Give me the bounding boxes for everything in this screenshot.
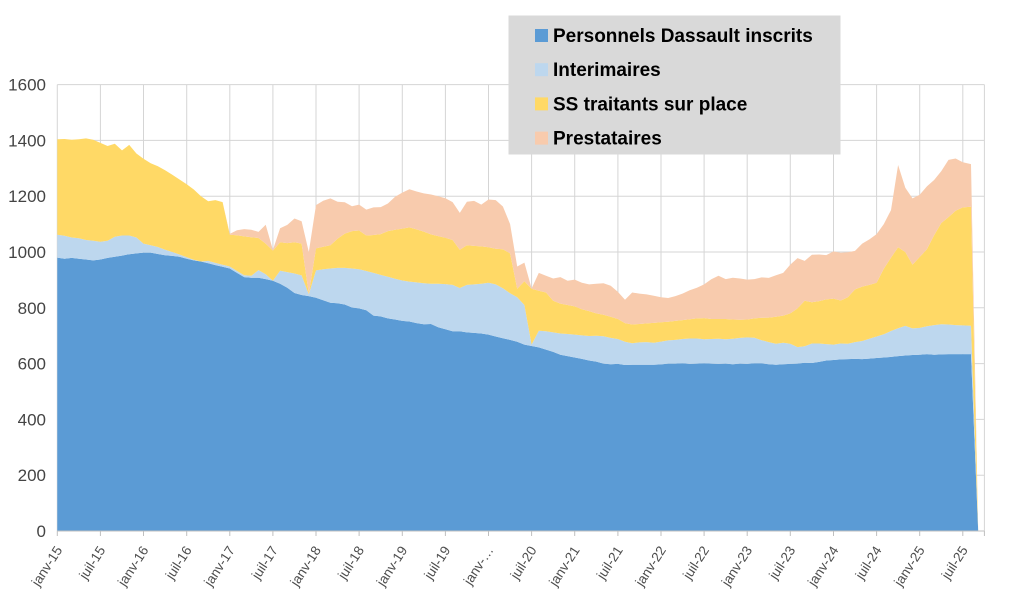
svg-text:Interimaires: Interimaires [553,60,661,81]
svg-text:Personnels Dassault inscrits: Personnels Dassault inscrits [553,26,813,47]
svg-text:1000: 1000 [8,243,46,262]
svg-text:1600: 1600 [8,76,46,95]
svg-text:SS traitants sur place: SS traitants sur place [553,94,747,115]
svg-text:400: 400 [18,410,46,429]
svg-text:0: 0 [37,522,46,541]
svg-text:600: 600 [18,355,46,374]
svg-text:1200: 1200 [8,187,46,206]
svg-text:1400: 1400 [8,131,46,150]
svg-text:200: 200 [18,466,46,485]
svg-text:Prestataires: Prestataires [553,129,662,150]
svg-text:800: 800 [18,299,46,318]
